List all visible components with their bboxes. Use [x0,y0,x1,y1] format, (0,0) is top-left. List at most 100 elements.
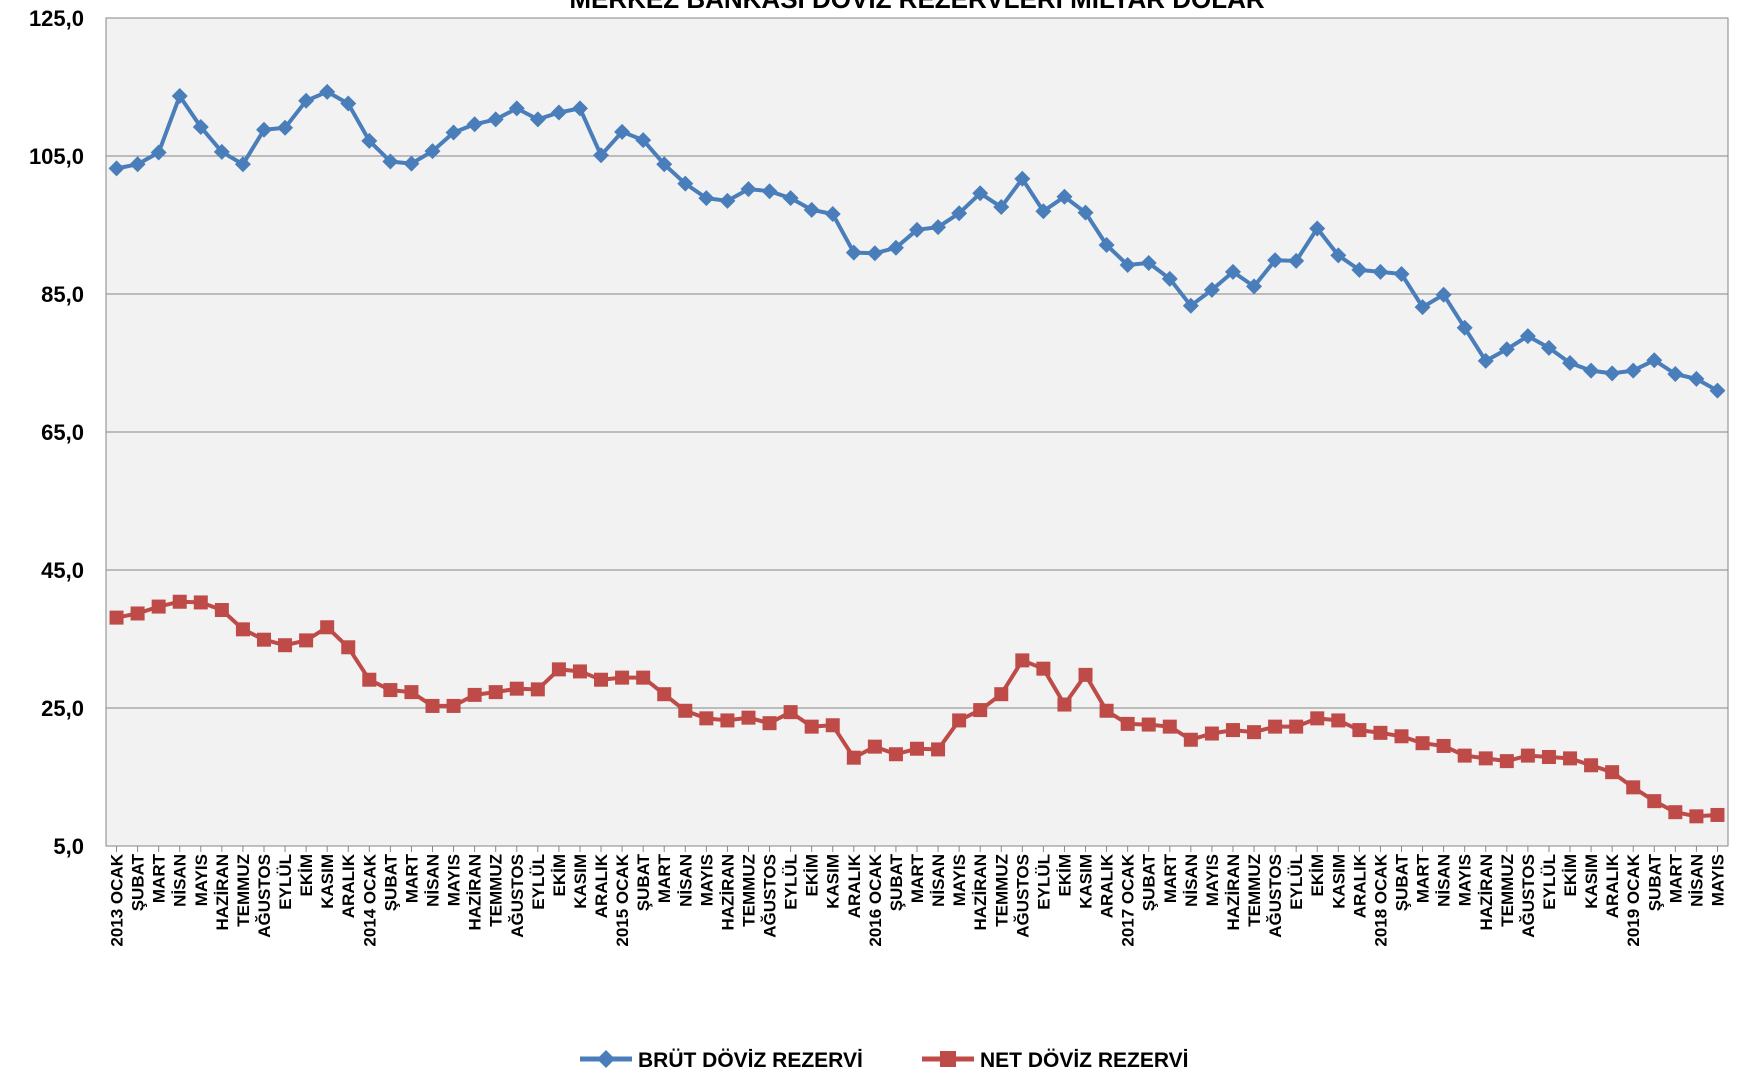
data-point[interactable] [1225,723,1240,738]
data-point[interactable] [171,87,188,104]
data-point[interactable] [951,205,968,222]
data-point[interactable] [803,201,820,218]
data-point[interactable] [404,685,419,700]
data-point[interactable] [1667,366,1684,383]
data-point[interactable] [298,92,315,109]
data-point[interactable] [1478,751,1493,766]
data-point[interactable] [235,622,250,637]
data-point[interactable] [867,739,882,754]
data-point[interactable] [720,713,735,728]
data-point[interactable] [1583,362,1600,379]
data-point[interactable] [508,100,525,117]
data-point[interactable] [1099,703,1114,718]
data-point[interactable] [172,594,187,609]
data-point[interactable] [804,719,819,734]
data-point[interactable] [1709,382,1726,399]
data-point[interactable] [320,620,335,635]
data-point[interactable] [551,662,566,677]
data-point[interactable] [1499,754,1514,769]
data-point[interactable] [403,155,420,172]
data-point[interactable] [845,244,862,261]
data-point[interactable] [1268,719,1283,734]
data-point[interactable] [277,119,294,136]
data-point[interactable] [529,111,546,128]
data-point[interactable] [1352,723,1367,738]
data-point[interactable] [1498,341,1515,358]
data-point[interactable] [783,705,798,720]
data-point[interactable] [1710,807,1725,822]
data-point[interactable] [1625,362,1642,379]
data-point[interactable] [1224,263,1241,280]
data-point[interactable] [383,683,398,698]
data-point[interactable] [1289,719,1304,734]
legend-item-brut[interactable]: BRÜT DÖVİZ REZERVİ [580,1049,863,1072]
data-point[interactable] [1584,758,1599,773]
data-point[interactable] [445,124,462,141]
data-point[interactable] [636,670,651,685]
data-point[interactable] [1415,736,1430,751]
data-point[interactable] [1246,278,1263,295]
data-point[interactable] [1373,725,1388,740]
data-point[interactable] [150,144,167,161]
data-point[interactable] [362,672,377,687]
data-point[interactable] [550,104,567,121]
data-point[interactable] [635,132,652,149]
data-point[interactable] [1140,254,1157,271]
data-point[interactable] [1057,697,1072,712]
data-point[interactable] [1331,713,1346,728]
legend-item-net[interactable]: NET DÖVİZ REZERVİ [922,1049,1188,1072]
data-point[interactable] [1035,203,1052,220]
data-point[interactable] [762,716,777,731]
data-point[interactable] [1119,257,1136,274]
data-point[interactable] [972,185,989,202]
data-point[interactable] [487,111,504,128]
data-point[interactable] [1647,794,1662,809]
data-point[interactable] [1351,261,1368,278]
data-point[interactable] [973,703,988,718]
data-point[interactable] [530,682,545,697]
data-point[interactable] [719,192,736,209]
data-point[interactable] [698,190,715,207]
data-point[interactable] [1247,725,1262,740]
data-point[interactable] [1435,286,1452,303]
data-point[interactable] [824,205,841,222]
data-point[interactable] [319,83,336,100]
data-point[interactable] [1520,748,1535,763]
data-point[interactable] [1309,220,1326,237]
data-point[interactable] [1457,748,1472,763]
data-point[interactable] [740,181,757,198]
data-point[interactable] [382,153,399,170]
data-point[interactable] [109,610,124,625]
data-point[interactable] [1330,247,1347,264]
data-point[interactable] [571,100,588,117]
data-point[interactable] [299,633,314,648]
data-point[interactable] [887,239,904,256]
data-point[interactable] [594,672,609,687]
data-point[interactable] [888,747,903,762]
data-point[interactable] [572,664,587,679]
data-point[interactable] [952,713,967,728]
data-point[interactable] [1204,726,1219,741]
data-point[interactable] [1646,352,1663,369]
data-point[interactable] [1562,355,1579,371]
data-point[interactable] [1394,729,1409,744]
data-point[interactable] [488,685,503,700]
data-point[interactable] [1563,751,1578,766]
data-point[interactable] [699,711,714,726]
data-point[interactable] [994,687,1009,702]
data-point[interactable] [993,199,1010,216]
data-point[interactable] [1689,809,1704,824]
data-point[interactable] [1540,339,1557,356]
data-point[interactable] [278,638,293,653]
data-point[interactable] [1310,711,1325,726]
data-point[interactable] [930,219,947,236]
data-point[interactable] [1120,716,1135,731]
data-point[interactable] [846,750,861,765]
data-point[interactable] [1183,732,1198,747]
data-point[interactable] [1161,270,1178,287]
data-point[interactable] [677,175,694,192]
data-point[interactable] [1477,352,1494,369]
data-point[interactable] [467,687,482,702]
data-point[interactable] [615,670,630,685]
data-point[interactable] [1203,281,1220,298]
